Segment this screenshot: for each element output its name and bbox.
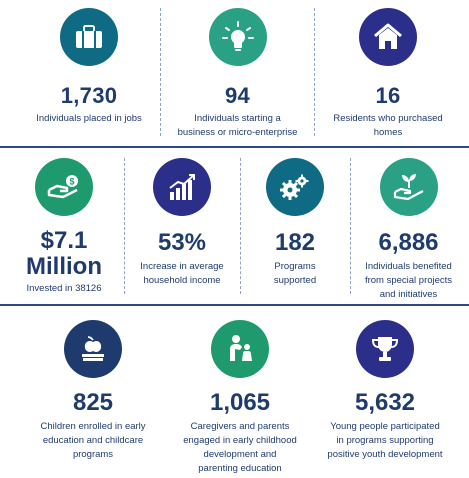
stat-label: household income	[143, 275, 221, 286]
stat-label: development and	[203, 449, 277, 460]
apple-book-icon	[64, 320, 122, 378]
trophy-icon	[356, 320, 414, 378]
stat-label: Invested in 38126	[26, 283, 102, 294]
stat-caregivers: 1,065 Caregivers and parents engaged in …	[166, 320, 314, 476]
stat-jobs: 1,730 Individuals placed in jobs	[20, 8, 158, 126]
stat-label: Individuals benefited	[365, 261, 452, 272]
stat-label: Children enrolled in early	[40, 421, 146, 432]
stat-label: Residents who purchased	[333, 113, 443, 124]
stat-value: 6,886	[378, 229, 439, 256]
stat-programs: 182 Programs supported	[242, 158, 348, 288]
stat-label: business or micro-enterprise	[177, 127, 298, 138]
stat-value: 1,065	[209, 389, 271, 416]
stat-value: 53%	[157, 229, 207, 256]
stat-label: Increase in average	[140, 261, 224, 272]
hand-plant-icon	[379, 158, 438, 216]
stat-label: parenting education	[198, 463, 282, 474]
stat-label: from special projects	[364, 275, 453, 286]
section-divider	[0, 146, 469, 148]
stat-homes: 16 Residents who purchased homes	[318, 8, 458, 140]
stat-label: Young people participated	[330, 421, 440, 432]
stat-value: $7.1	[40, 227, 88, 254]
stat-label: Individuals placed in jobs	[36, 113, 142, 124]
stat-label: in programs supporting	[336, 435, 434, 446]
stat-label: education and childcare	[42, 435, 144, 446]
stat-value: 825	[72, 389, 114, 416]
stat-value: Million	[26, 253, 102, 280]
stat-income: 53% Increase in average household income	[126, 158, 238, 288]
section-divider	[0, 304, 469, 306]
stat-value: 16	[375, 83, 401, 108]
stat-label: Programs	[274, 261, 316, 272]
stat-label: Caregivers and parents	[190, 421, 290, 432]
stat-value: 94	[224, 83, 251, 108]
stat-value: 5,632	[354, 389, 416, 416]
gears-icon	[266, 158, 324, 216]
stat-label: programs	[72, 449, 114, 460]
parent-child-icon	[211, 320, 269, 378]
money-hand-icon: $	[35, 158, 93, 216]
stat-special-projects: 6,886 Individuals benefited from special…	[350, 158, 467, 302]
stat-label: homes	[373, 127, 403, 138]
stat-business: 94 Individuals starting a business or mi…	[165, 8, 310, 140]
growth-chart-icon	[153, 158, 211, 216]
house-icon	[359, 8, 417, 66]
stat-value: 182	[274, 229, 316, 256]
svg-text:$: $	[69, 177, 74, 187]
stat-invested: $ $7.1 Million Invested in 38126	[8, 158, 120, 296]
stat-label: supported	[273, 275, 317, 286]
stat-children: 825 Children enrolled in early education…	[18, 320, 168, 462]
stat-label: Individuals starting a	[194, 113, 281, 124]
stat-youth: 5,632 Young people participated in progr…	[310, 320, 460, 462]
briefcase-icon	[60, 8, 118, 66]
divider	[160, 8, 161, 136]
divider	[314, 8, 315, 136]
lightbulb-icon	[208, 8, 267, 66]
stat-label: and initiatives	[379, 289, 438, 300]
divider	[350, 158, 351, 294]
divider	[124, 158, 125, 294]
stat-value: 1,730	[60, 83, 118, 108]
stat-label: positive youth development	[327, 449, 443, 460]
divider	[240, 158, 241, 294]
stat-label: engaged in early childhood	[183, 435, 297, 446]
